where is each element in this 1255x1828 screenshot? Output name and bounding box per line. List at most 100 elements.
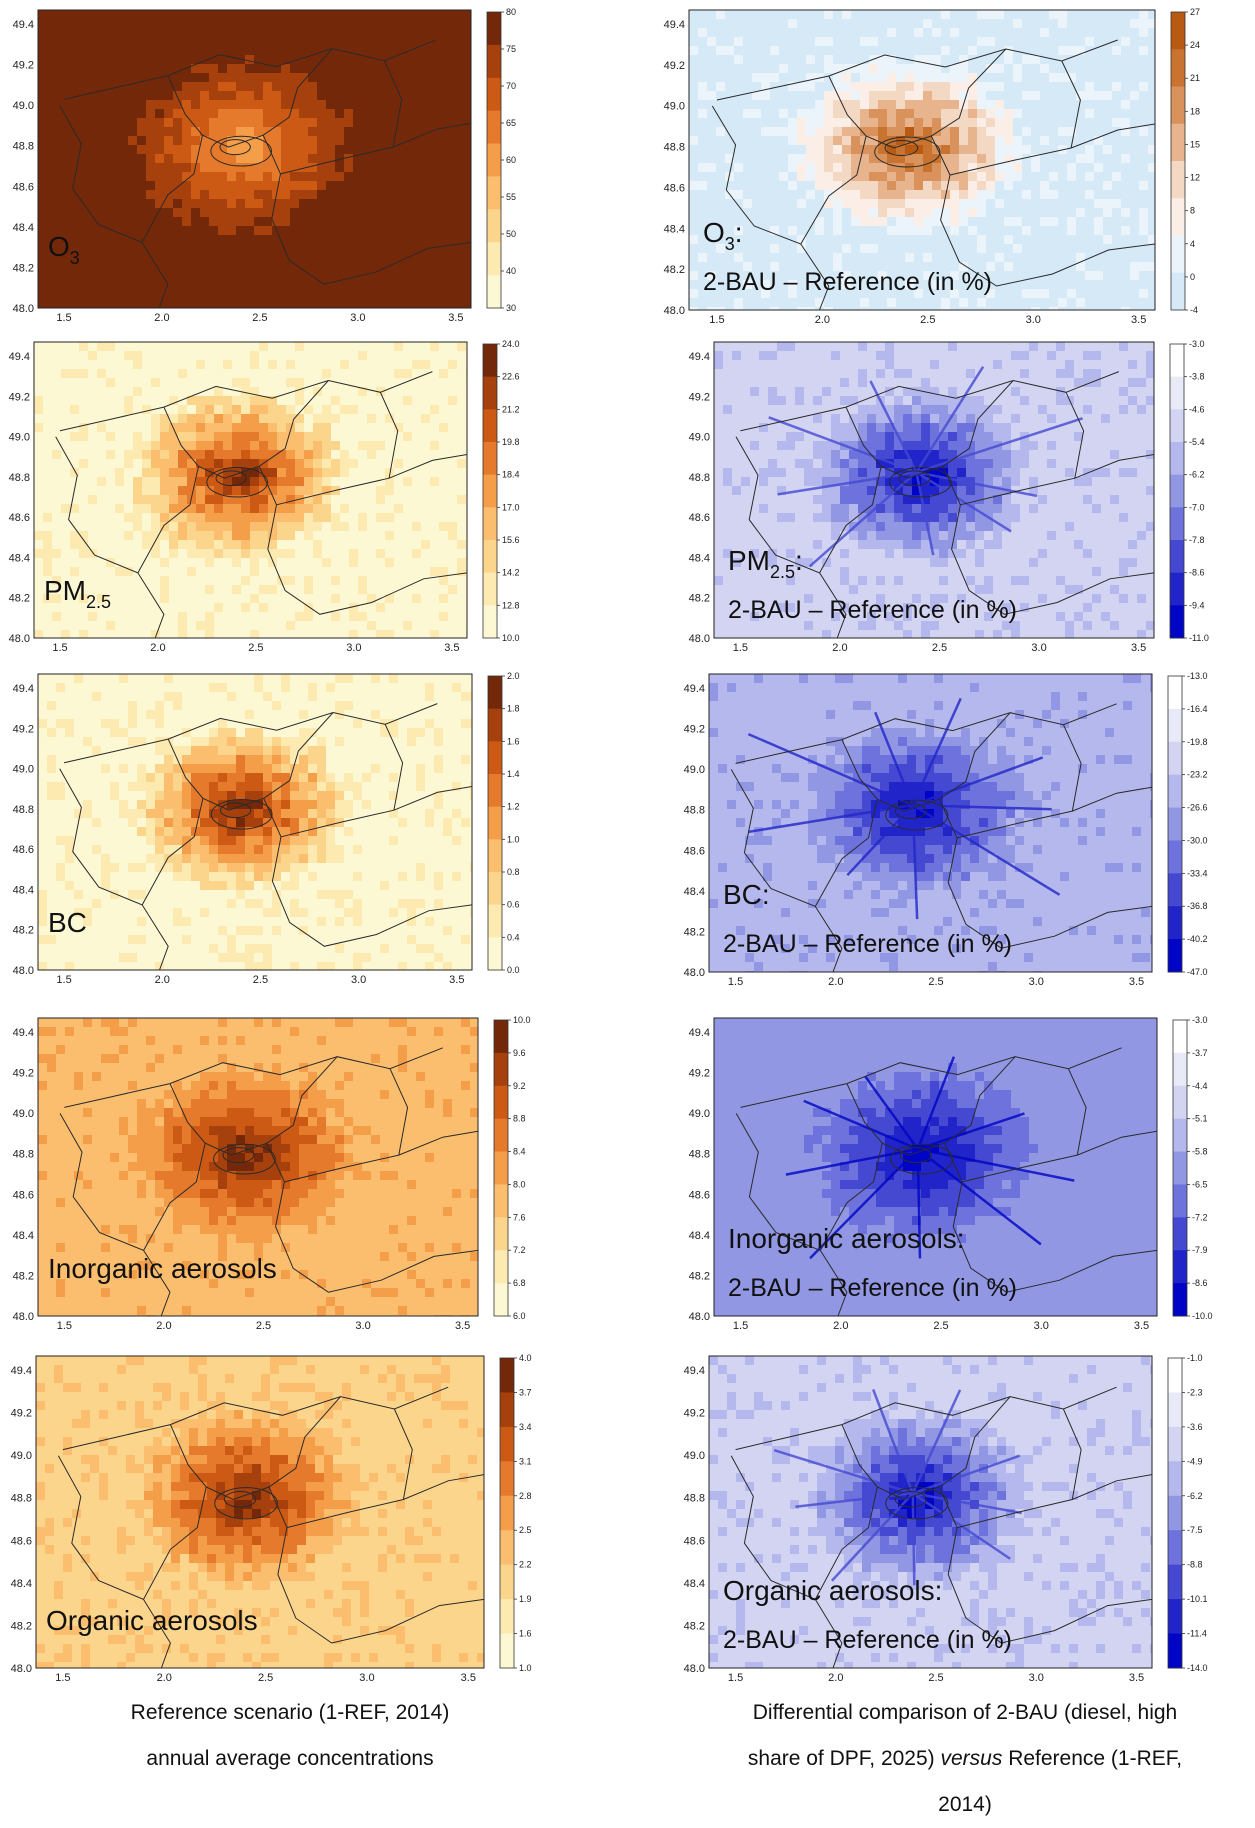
colorbar-tick-label: 6.8 bbox=[513, 1278, 526, 1288]
colorbar-tick-label: 8.8 bbox=[513, 1114, 526, 1124]
x-tick-label: 3.5 bbox=[449, 974, 464, 986]
colorbar-tick-label: -3.0 bbox=[1192, 1015, 1208, 1025]
colorbar-tick-label: -4.6 bbox=[1189, 404, 1205, 414]
colorbar-segment bbox=[488, 937, 502, 970]
colorbar-segment bbox=[1168, 1392, 1182, 1427]
colorbar-tick-label: 15 bbox=[1190, 139, 1200, 149]
colorbar-segment bbox=[1173, 1086, 1187, 1119]
colorbar-segment bbox=[1170, 442, 1184, 475]
colorbar-segment bbox=[487, 176, 501, 209]
colorbar-segment bbox=[488, 839, 502, 872]
y-tick-label: 49.2 bbox=[689, 1068, 710, 1080]
colorbar-tick-label: 1.8 bbox=[507, 704, 520, 714]
y-tick-label: 49.4 bbox=[13, 1027, 34, 1039]
colorbar-tick-label: 27 bbox=[1190, 7, 1200, 17]
colorbar-tick-label: 3.7 bbox=[519, 1387, 532, 1397]
colorbar-tick-label: 21.2 bbox=[502, 404, 520, 414]
x-tick-label: 3.5 bbox=[1134, 1320, 1149, 1332]
x-tick-label: 2.5 bbox=[252, 312, 267, 324]
colorbar-segment bbox=[483, 442, 497, 475]
y-tick-label: 48.6 bbox=[13, 181, 34, 193]
colorbar-tick-label: 18.4 bbox=[502, 470, 520, 480]
colorbar-tick-label: -6.2 bbox=[1187, 1491, 1203, 1501]
y-tick-label: 49.0 bbox=[684, 1450, 705, 1462]
colorbar-tick-label: 2.8 bbox=[519, 1491, 532, 1501]
colorbar-segment bbox=[500, 1392, 514, 1427]
y-tick-label: 49.0 bbox=[9, 432, 30, 444]
colorbar-segment bbox=[487, 111, 501, 144]
colorbar-tick-label: 8.0 bbox=[513, 1179, 526, 1189]
x-tick-label: 1.5 bbox=[57, 1320, 72, 1332]
colorbar-segment bbox=[500, 1530, 514, 1565]
y-tick-label: 49.0 bbox=[13, 100, 34, 112]
x-tick-label: 3.0 bbox=[351, 974, 366, 986]
colorbar-tick-label: -5.1 bbox=[1192, 1114, 1208, 1124]
colorbar-tick-label: 1.6 bbox=[507, 736, 520, 746]
colorbar-tick-label: 2.2 bbox=[519, 1560, 532, 1570]
y-tick-label: 48.6 bbox=[684, 845, 705, 857]
colorbar-tick-label: 18 bbox=[1190, 106, 1200, 116]
y-tick-label: 49.4 bbox=[9, 351, 30, 363]
colorbar-tick-label: 24 bbox=[1190, 40, 1200, 50]
colorbar-tick-label: -9.4 bbox=[1189, 600, 1205, 610]
x-tick-label: 1.5 bbox=[56, 312, 71, 324]
colorbar-segment bbox=[500, 1461, 514, 1496]
x-tick-label: 2.0 bbox=[156, 1320, 171, 1332]
colorbar-segment bbox=[494, 1053, 508, 1086]
y-tick-label: 48.4 bbox=[9, 552, 30, 564]
x-tick-label: 2.0 bbox=[833, 1320, 848, 1332]
colorbar-tick-label: 60 bbox=[506, 155, 516, 165]
colorbar-tick-label: 0.0 bbox=[507, 965, 520, 975]
y-tick-label: 48.4 bbox=[13, 1230, 34, 1242]
left-caption: Reference scenario (1-REF, 2014) annual … bbox=[40, 1690, 540, 1782]
colorbar-tick-label: 0.4 bbox=[507, 932, 520, 942]
x-tick-label: 3.0 bbox=[1026, 314, 1041, 326]
colorbar-segment bbox=[494, 1020, 508, 1053]
colorbar-tick-label: 7.6 bbox=[513, 1212, 526, 1222]
colorbar-tick-label: 3.4 bbox=[519, 1422, 532, 1432]
species-label: BC bbox=[48, 907, 87, 938]
colorbar-segment bbox=[1168, 1461, 1182, 1496]
x-tick-label: 2.0 bbox=[157, 1672, 172, 1684]
right-caption-versus: versus bbox=[941, 1747, 1003, 1770]
colorbar-tick-label: 4 bbox=[1190, 239, 1195, 249]
colorbar-tick-label: -33.4 bbox=[1187, 868, 1208, 878]
y-tick-label: 48.0 bbox=[11, 1663, 32, 1675]
x-tick-label: 1.5 bbox=[733, 642, 748, 654]
y-tick-label: 48.0 bbox=[13, 1311, 34, 1323]
colorbar-segment bbox=[1168, 808, 1182, 841]
y-tick-label: 49.2 bbox=[689, 391, 710, 403]
colorbar-tick-label: -30.0 bbox=[1187, 835, 1208, 845]
colorbar-segment bbox=[1173, 1250, 1187, 1283]
colorbar-segment bbox=[487, 209, 501, 242]
colorbar-segment bbox=[1173, 1119, 1187, 1152]
colorbar-segment bbox=[483, 540, 497, 573]
colorbar-segment bbox=[1173, 1020, 1187, 1053]
y-tick-label: 48.4 bbox=[684, 1578, 705, 1590]
colorbar-segment bbox=[494, 1119, 508, 1152]
species-label: Inorganic aerosols: bbox=[728, 1223, 965, 1254]
colorbar-tick-label: 1.2 bbox=[507, 802, 520, 812]
colorbar-segment bbox=[487, 12, 501, 45]
right-caption-line2a: share of DPF, 2025) bbox=[748, 1747, 941, 1770]
colorbar-segment bbox=[500, 1599, 514, 1634]
colorbar-segment bbox=[1168, 1634, 1182, 1669]
x-tick-label: 2.0 bbox=[832, 642, 847, 654]
y-tick-label: 48.2 bbox=[13, 262, 34, 274]
y-tick-label: 48.8 bbox=[684, 805, 705, 817]
colorbar-tick-label: -4.9 bbox=[1187, 1456, 1203, 1466]
x-tick-label: 3.5 bbox=[1129, 976, 1144, 988]
colorbar-segment bbox=[1168, 1496, 1182, 1531]
x-tick-label: 2.0 bbox=[150, 642, 165, 654]
colorbar-tick-label: 0.8 bbox=[507, 867, 520, 877]
colorbar-segment bbox=[1173, 1152, 1187, 1185]
y-tick-label: 49.2 bbox=[13, 1068, 34, 1080]
colorbar-tick-label: 1.0 bbox=[507, 834, 520, 844]
x-tick-label: 3.0 bbox=[346, 642, 361, 654]
right-caption-line1: Differential comparison of 2-BAU (diesel… bbox=[680, 1690, 1250, 1736]
colorbar-tick-label: -36.8 bbox=[1187, 901, 1208, 911]
